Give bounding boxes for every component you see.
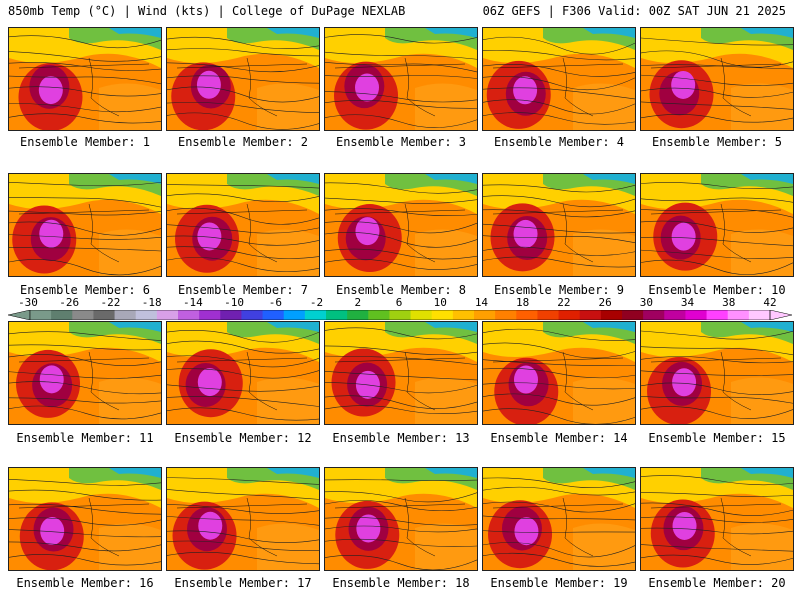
colorbar-tick-label: -22 [100,296,121,309]
temperature-colorbar [8,310,792,320]
panel-label: Ensemble Member: 18 [332,576,470,590]
map-panel [324,467,478,571]
title-left: 850mb Temp (°C) | Wind (kts) | College o… [8,4,406,18]
title-right: 06Z GEFS | F306 Valid: 00Z SAT JUN 21 20… [482,4,786,18]
panel-label: Ensemble Member: 3 [335,135,467,149]
colorbar-tick-label: 10 [433,296,447,309]
colorbar-tick-label: 30 [639,296,653,309]
colorbar-tick-label: -2 [309,296,324,309]
map-panel [482,173,636,277]
map-panel [324,173,478,277]
panel-label: Ensemble Member: 17 [174,576,312,590]
panel-label: Ensemble Member: 5 [651,135,783,149]
map-panel [166,173,320,277]
panel-label: Ensemble Member: 10 [648,283,786,297]
panel-label: Ensemble Member: 14 [490,431,628,445]
colorbar-tick-label: 34 [680,296,695,309]
map-panel [482,27,636,131]
panel-label: Ensemble Member: 19 [490,576,628,590]
colorbar-tick-label: 18 [516,296,530,309]
map-panel [324,27,478,131]
map-panel [482,467,636,571]
colorbar-tick-label: 26 [598,296,612,309]
colorbar-tick-label: 2 [354,296,362,309]
panel-label: Ensemble Member: 12 [174,431,312,445]
map-panel [640,27,794,131]
map-panel [8,173,162,277]
map-panel [482,321,636,425]
panel-label: Ensemble Member: 6 [19,283,151,297]
map-panel [324,321,478,425]
panel-label: Ensemble Member: 2 [177,135,309,149]
colorbar-tick-label: -6 [268,296,282,309]
colorbar-tick-label: -10 [224,296,245,309]
panel-label: Ensemble Member: 11 [16,431,154,445]
map-panel [640,173,794,277]
map-panel [8,467,162,571]
map-panel [166,27,320,131]
map-panel [166,321,320,425]
colorbar-tick-label: 6 [395,296,403,309]
colorbar-tick-label: -18 [141,296,162,309]
map-panel [640,467,794,571]
panel-label: Ensemble Member: 1 [19,135,151,149]
panel-label: Ensemble Member: 9 [493,283,625,297]
panel-label: Ensemble Member: 15 [648,431,786,445]
colorbar-tick-label: 42 [763,296,777,309]
colorbar-tick-label: -30 [18,296,38,309]
map-panel [166,467,320,571]
panel-label: Ensemble Member: 8 [335,283,467,297]
colorbar-tick-label: 38 [722,296,736,309]
panel-label: Ensemble Member: 20 [648,576,786,590]
panel-label: Ensemble Member: 13 [332,431,470,445]
map-panel [8,321,162,425]
panel-label: Ensemble Member: 4 [493,135,625,149]
panel-label: Ensemble Member: 16 [16,576,154,590]
colorbar-tick-label: -26 [59,296,80,309]
map-panel [8,27,162,131]
colorbar-tick-label: -14 [182,296,203,309]
map-panel [640,321,794,425]
colorbar-tick-label: 14 [474,296,489,309]
panel-label: Ensemble Member: 7 [177,283,309,297]
colorbar-tick-label: 22 [557,296,571,309]
